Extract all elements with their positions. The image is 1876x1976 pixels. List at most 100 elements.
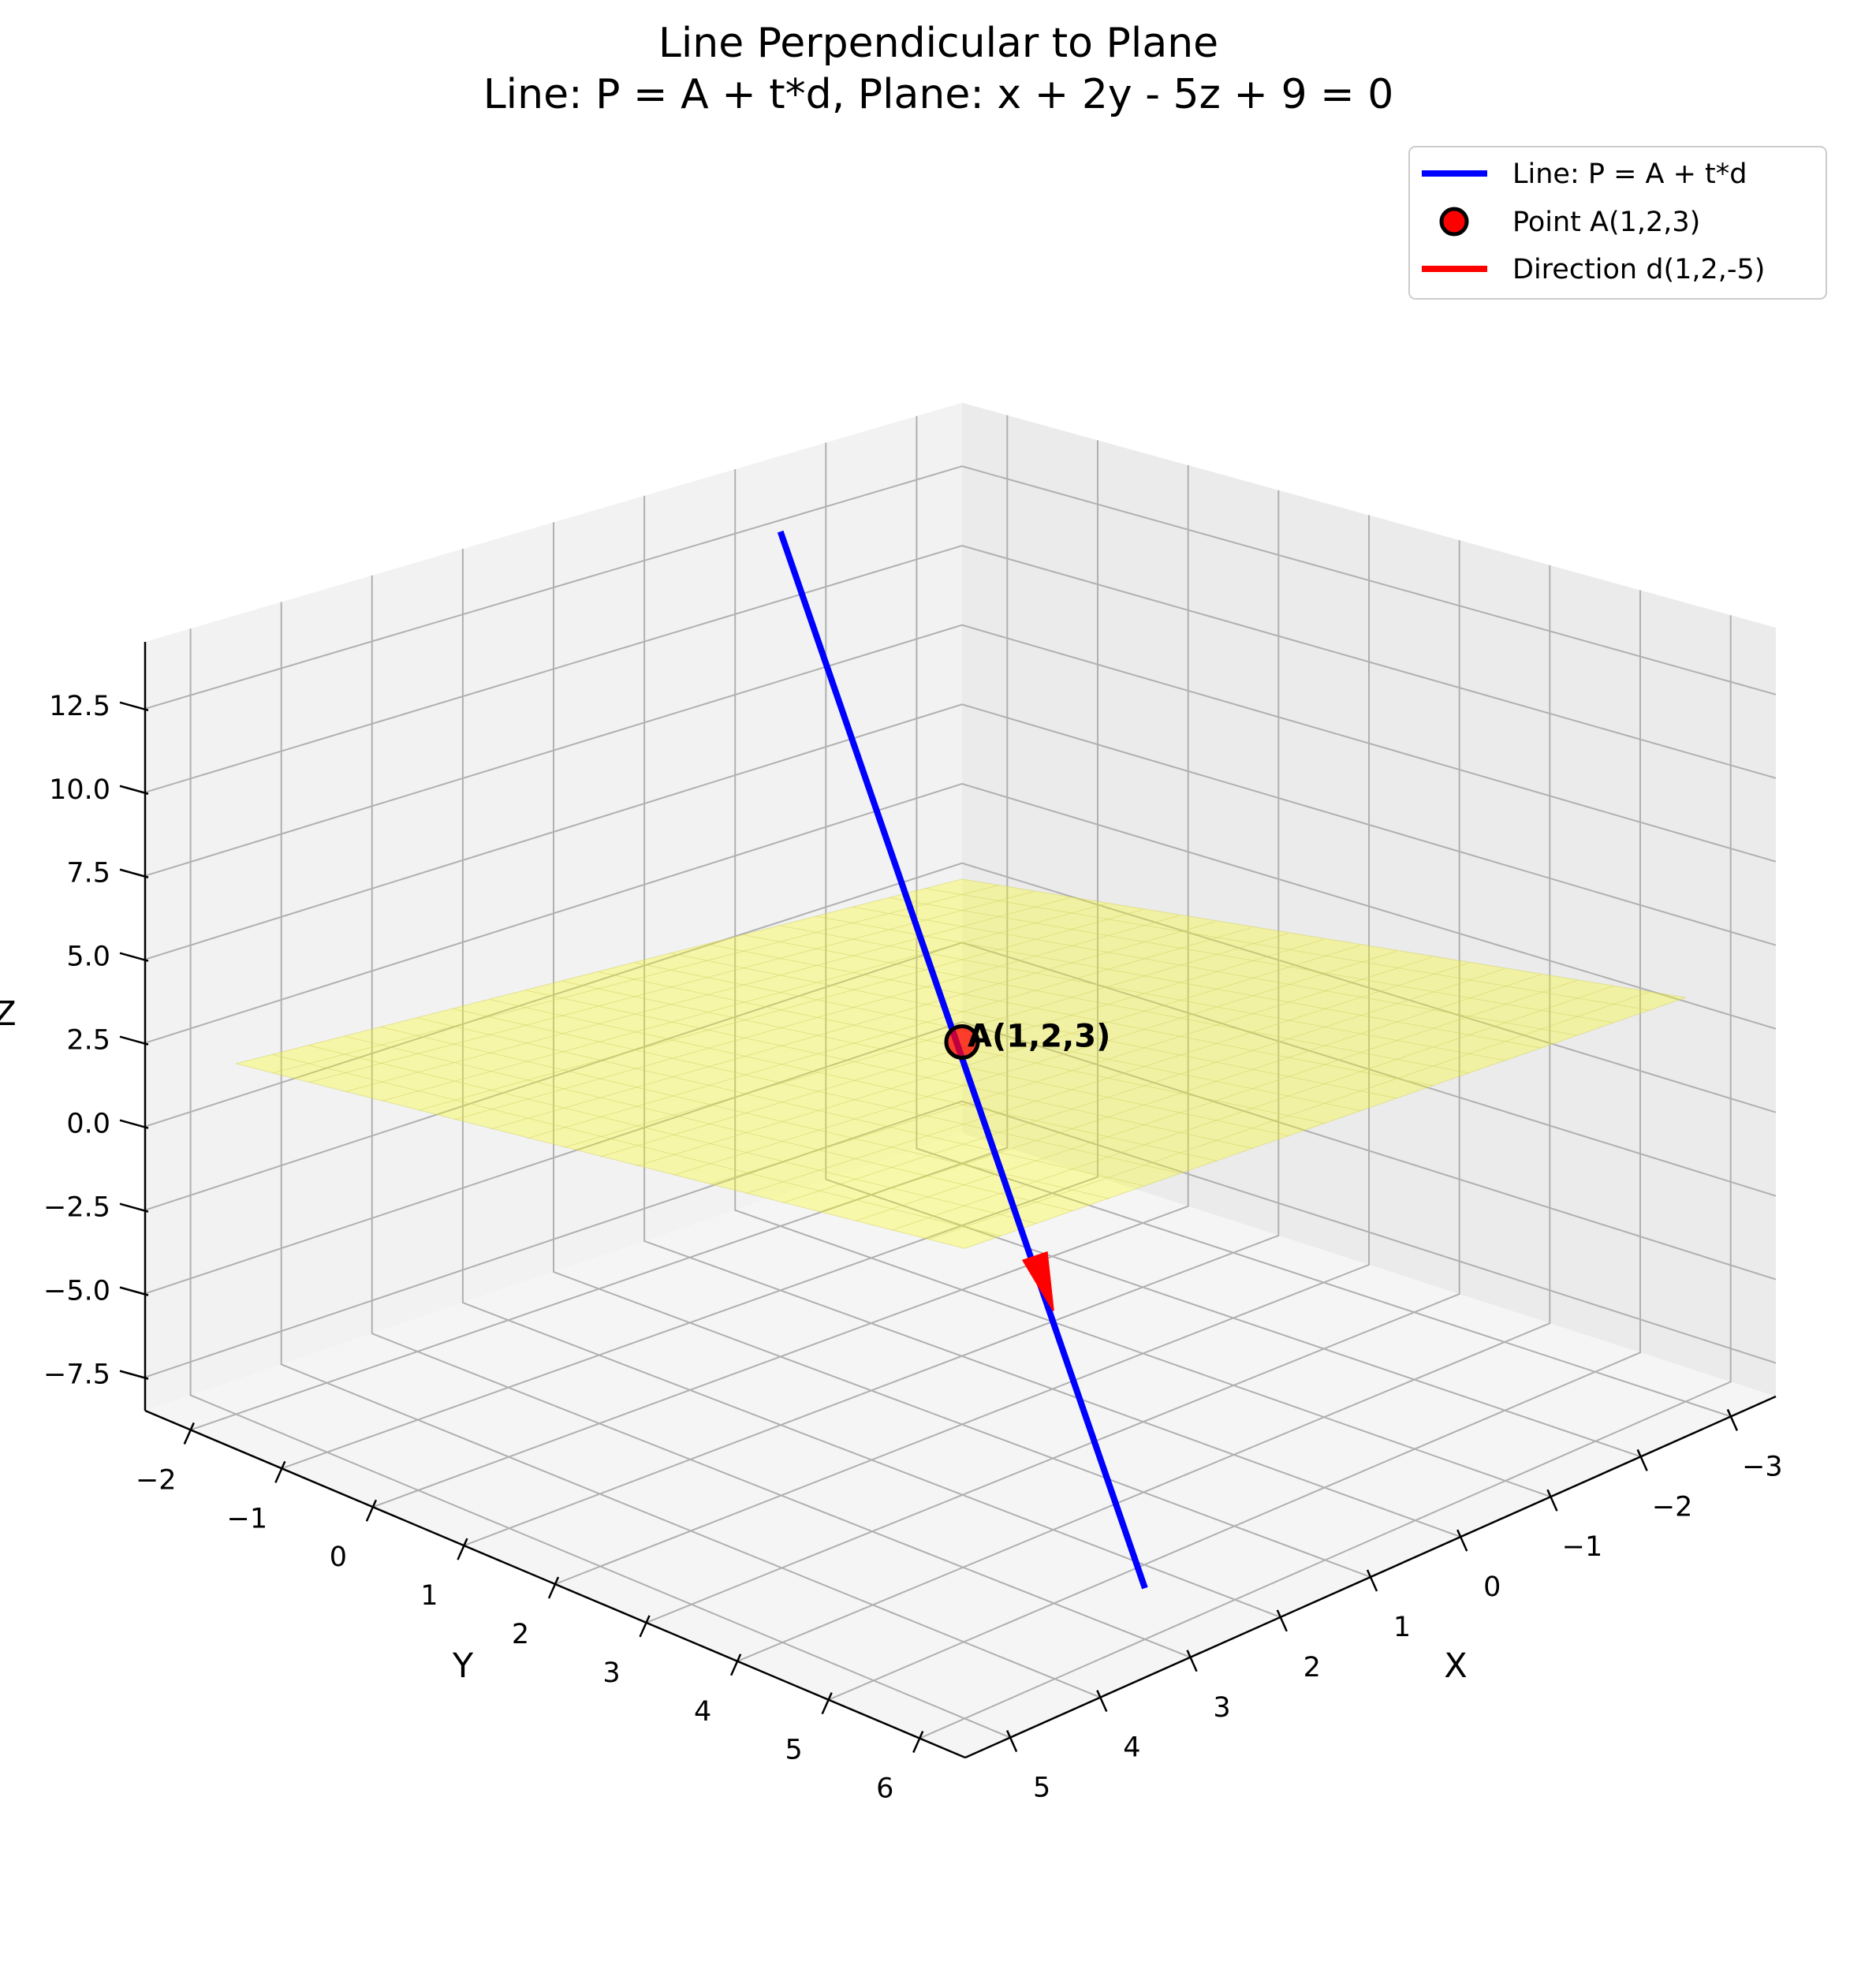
plane-mesh-line (453, 1008, 1181, 1174)
legend-entry-direction: Direction d(1,2,-5) (1512, 254, 1765, 285)
x-tick-label: −2 (1652, 1491, 1693, 1523)
plane-mesh-line (925, 888, 1650, 1011)
y-tick (729, 1654, 742, 1676)
legend: Line: P = A + t*d Point A(1,2,3) Directi… (1408, 146, 1827, 300)
plane-mesh-line (961, 878, 1686, 998)
y-gridline (554, 515, 1370, 1585)
y-tick (639, 1615, 651, 1638)
y-tick-label: 4 (694, 1696, 711, 1728)
axes: −3 −2 −1 0 1 2 3 4 5 −2 −1 0 1 2 3 4 5 6 −7.5 −5.0 −2.5 0.0 2.… (43, 642, 1783, 1805)
z-tick-label: −5.0 (43, 1276, 110, 1307)
z-tick-label: 12.5 (49, 691, 110, 722)
y-gridline (646, 540, 1460, 1624)
plane-mesh-line (816, 915, 1542, 1049)
x-tick (1636, 1448, 1648, 1471)
plane-mesh-line (855, 979, 1578, 1222)
plane-mesh-line (744, 934, 1470, 1074)
x-tick (1005, 1730, 1018, 1753)
z-tick-label: 7.5 (66, 858, 110, 889)
y-tick (547, 1576, 560, 1599)
grid (144, 415, 1777, 1739)
series: A(1,2,3) (777, 530, 1148, 1590)
plane-mesh-line (527, 926, 1252, 1139)
x-tick-label: −1 (1562, 1531, 1603, 1563)
plane-mesh-line (927, 991, 1650, 1240)
z-tick (119, 1035, 149, 1046)
y-gridline (281, 440, 1098, 1470)
y-tick (274, 1460, 286, 1483)
plane-mesh-line (819, 974, 1542, 1213)
plane-mesh-line (417, 1017, 1146, 1187)
z-gridline (144, 624, 1777, 877)
y-gridline (919, 615, 1732, 1739)
y-tick (183, 1422, 195, 1445)
z-tick-label: 0.0 (66, 1109, 110, 1140)
x-gridline (553, 522, 1371, 1578)
x-tick (1186, 1650, 1198, 1672)
floor-pane (145, 1133, 1776, 1758)
x-tick-label: 1 (1393, 1612, 1411, 1643)
chart-subtitle: Line: P = A + t*d, Plane: x + 2y - 5z + … (483, 71, 1394, 118)
z-gridline (144, 544, 1777, 793)
y-gridline (190, 415, 1009, 1431)
plane-mesh-line (891, 986, 1613, 1231)
z-tick (119, 1370, 149, 1380)
x-gridline (916, 416, 1732, 1418)
plane-mesh-line (381, 1027, 1110, 1199)
plane-mesh-line (635, 962, 1362, 1112)
z-tick (119, 1286, 149, 1296)
z-tick (119, 1119, 149, 1129)
x-gridline (643, 495, 1461, 1538)
z-tick (119, 868, 149, 878)
y-gridline (372, 465, 1189, 1508)
plane-mesh-line (707, 944, 1434, 1087)
z-tick (119, 952, 149, 962)
x-tick (1726, 1408, 1739, 1431)
x-tick-label: 4 (1123, 1732, 1140, 1764)
plane-mesh-line (852, 906, 1578, 1036)
x-tick-label: 3 (1213, 1692, 1230, 1724)
z-tick-label: 5.0 (66, 941, 110, 973)
plane-mesh-line (889, 897, 1614, 1023)
direction-arrowhead (1021, 1251, 1054, 1311)
x-tick (1546, 1489, 1558, 1512)
plane-mesh-line (964, 997, 1686, 1249)
x-tick (1096, 1690, 1108, 1713)
y-tick-label: −2 (136, 1464, 177, 1496)
z-gridline (144, 703, 1777, 960)
x-tick (1366, 1569, 1378, 1592)
plane-mesh-line (780, 925, 1506, 1061)
z-tick-label: 10.0 (49, 774, 110, 806)
x-tick-label: −3 (1742, 1451, 1783, 1482)
x-gridline (371, 575, 1191, 1658)
plane-mesh-line (236, 1063, 965, 1249)
z-tick (119, 1202, 149, 1213)
plane-mesh-line (782, 968, 1505, 1203)
x-gridline (461, 549, 1281, 1618)
legend-point-handle (1439, 207, 1469, 237)
y-tick-label: 6 (876, 1773, 893, 1805)
y-tick (457, 1538, 468, 1560)
y-tick-label: 2 (512, 1619, 529, 1650)
z-gridline (144, 1020, 1777, 1295)
chart-title: Line Perpendicular to Plane (658, 20, 1218, 67)
plane-mesh-line (671, 953, 1397, 1099)
y-tick-label: 5 (785, 1735, 803, 1766)
y-tick-label: 3 (602, 1657, 620, 1689)
y-gridline (464, 490, 1280, 1547)
x-axis-label: X (1444, 1646, 1467, 1686)
x-tick-label: 5 (1033, 1773, 1050, 1804)
y-gridline (737, 565, 1551, 1662)
x-tick (1456, 1529, 1468, 1552)
x-gridline (189, 628, 1011, 1739)
z-tick (119, 785, 149, 795)
legend-frame (1408, 146, 1827, 300)
plane-mesh-line (308, 1045, 1037, 1225)
y-tick (821, 1692, 833, 1715)
z-tick (119, 701, 149, 711)
y-gridline (828, 590, 1641, 1701)
z-tick-label: 2.5 (66, 1025, 110, 1057)
plane-mesh-line (745, 962, 1469, 1195)
plane-mesh-line (709, 956, 1433, 1185)
